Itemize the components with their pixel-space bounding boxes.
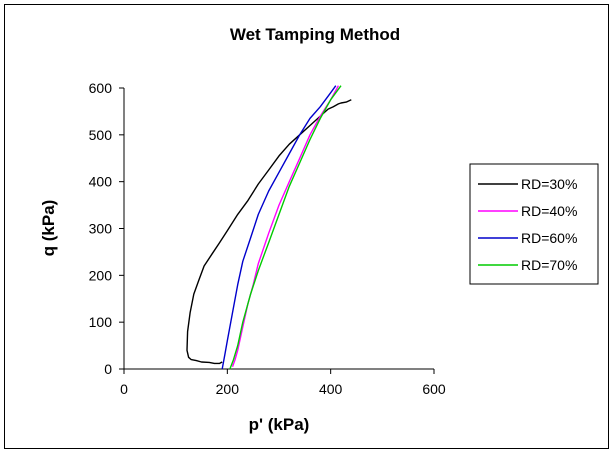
series-line-3: [221, 85, 337, 370]
legend: RD=30% RD=40% RD=60% RD=70%: [469, 163, 599, 285]
y-tick-label: 0: [104, 361, 112, 377]
y-tick-label: 500: [89, 127, 113, 143]
x-tick-label: 200: [216, 381, 240, 397]
x-tick-label: 400: [319, 381, 343, 397]
legend-label: RD=70%: [521, 257, 577, 273]
chart-title: Wet Tamping Method: [230, 25, 400, 44]
legend-label: RD=30%: [521, 176, 577, 192]
legend-box: [469, 163, 599, 285]
axes: 0 100 200 300 400 500 600 0 200 400 600: [89, 80, 446, 397]
y-tick-label: 300: [89, 221, 113, 237]
y-axis-label: q (kPa): [39, 200, 58, 257]
legend-label: RD=60%: [521, 230, 577, 246]
x-tick-label: 600: [422, 381, 446, 397]
series-line-4: [229, 85, 342, 370]
series-line-2: [231, 85, 340, 367]
series-line-1: [186, 99, 352, 365]
legend-label: RD=40%: [521, 203, 577, 219]
series-lines: [186, 85, 352, 370]
y-tick-label: 400: [89, 174, 113, 190]
y-tick-label: 600: [89, 80, 113, 96]
y-tick-label: 200: [89, 267, 113, 283]
x-tick-label: 0: [120, 381, 128, 397]
y-tick-label: 100: [89, 314, 113, 330]
x-axis-label: p' (kPa): [249, 415, 310, 434]
